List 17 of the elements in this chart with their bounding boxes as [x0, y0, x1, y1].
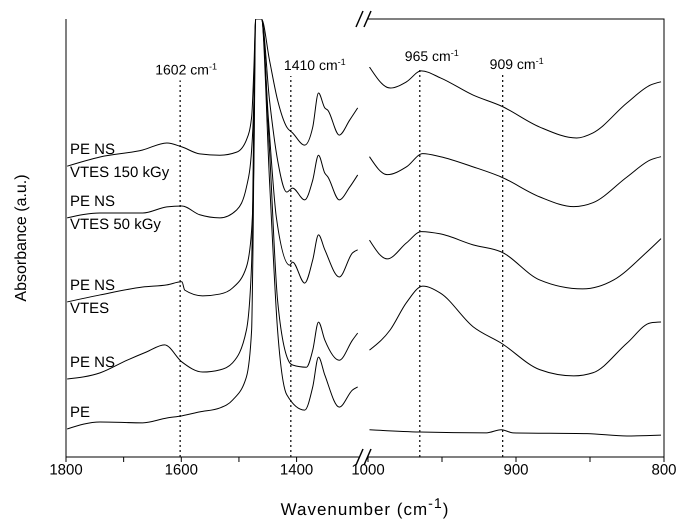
x-tick-label: 900	[503, 462, 529, 479]
x-tick-label: 1400	[280, 462, 314, 479]
x-tick-label: 1000	[351, 462, 385, 479]
series-label: PE	[70, 402, 90, 423]
x-tick-label: 1800	[49, 462, 83, 479]
series-label: PE NS VTES 50 kGy	[70, 192, 161, 235]
ref-line-label: 909 cm$^{-1}$	[490, 56, 544, 72]
series-label: PE NS VTES	[70, 276, 116, 319]
y-axis-title: Absorbance (a.u.)	[13, 174, 31, 302]
ref-line-label: 1410 cm$^{-1}$	[284, 56, 346, 73]
x-axis-title: Wavenumber (cm$^{-1}$)	[280, 496, 450, 520]
series-label: PE NS	[70, 353, 116, 374]
series-label: PE NS VTES 150 kGy	[70, 140, 170, 184]
x-tick-label: 1600	[164, 462, 198, 479]
x-tick-label: 800	[651, 462, 677, 479]
ref-line-label: 1602 cm$^{-1}$	[155, 61, 218, 78]
ref-line-label: 965 cm$^{-1}$	[404, 48, 459, 64]
